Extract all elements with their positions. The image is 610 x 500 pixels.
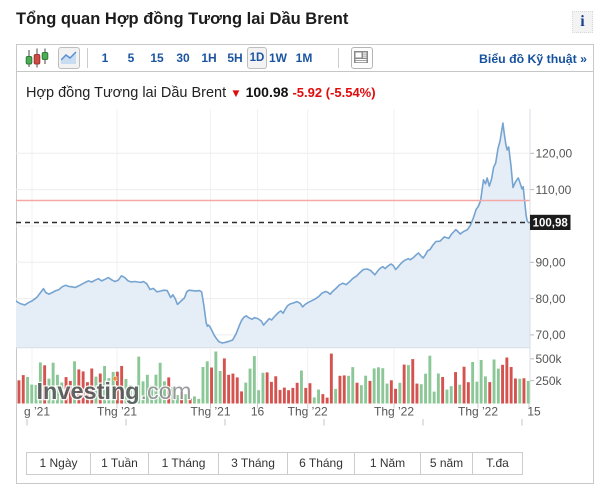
svg-text:Thg ’22: Thg ’22 (374, 405, 414, 419)
svg-text:90,00: 90,00 (536, 256, 566, 270)
svg-text:70,00: 70,00 (536, 328, 566, 342)
svg-text:110,00: 110,00 (536, 183, 572, 197)
svg-text:500k: 500k (536, 352, 563, 366)
svg-text:15: 15 (527, 405, 541, 419)
svg-text:16: 16 (251, 405, 265, 419)
svg-text:100,98: 100,98 (533, 218, 569, 230)
svg-text:g ’21: g ’21 (24, 405, 50, 419)
svg-text:120,00: 120,00 (536, 147, 573, 161)
svg-text:Thg ’22: Thg ’22 (288, 405, 328, 419)
svg-text:Investing: Investing (37, 378, 140, 404)
svg-text:Thg ’21: Thg ’21 (190, 405, 230, 419)
svg-text:Thg ’21: Thg ’21 (97, 405, 137, 419)
svg-text:80,00: 80,00 (536, 292, 566, 306)
svg-text:.com: .com (141, 378, 192, 404)
svg-text:250k: 250k (536, 374, 563, 388)
svg-text:Thg ’22: Thg ’22 (458, 405, 498, 419)
